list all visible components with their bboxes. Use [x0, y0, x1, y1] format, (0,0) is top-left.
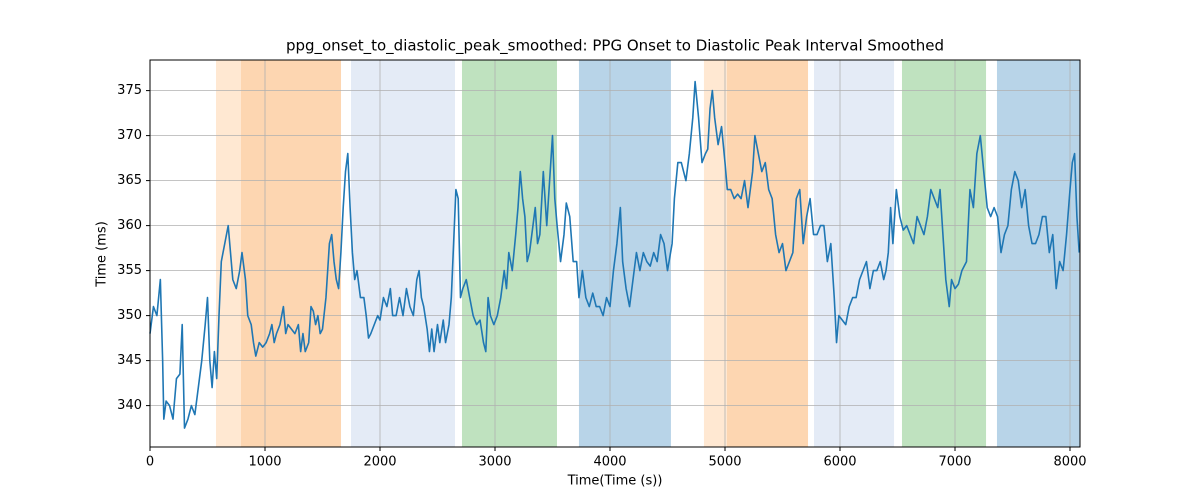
y-tick-label: 365: [117, 173, 142, 188]
x-axis-label: Time(Time (s)): [567, 474, 663, 489]
x-tick-label: 3000: [478, 455, 511, 470]
y-tick-label: 375: [117, 83, 142, 98]
shaded-span: [996, 60, 1080, 447]
shaded-span: [703, 60, 727, 447]
y-tick-label: 350: [117, 308, 142, 323]
x-tick-label: 0: [146, 455, 154, 470]
shaded-span: [351, 60, 455, 447]
y-axis-label: Time (ms): [95, 221, 110, 288]
x-tick-label: 8000: [1053, 455, 1086, 470]
y-tick-label: 360: [117, 218, 142, 233]
data-line: [149, 80, 1080, 429]
x-tick-label: 5000: [708, 455, 741, 470]
y-tick-label: 355: [117, 263, 142, 278]
x-tick-label: 1000: [248, 455, 281, 470]
plot-frame: [149, 59, 1081, 448]
chart-title: ppg_onset_to_diastolic_peak_smoothed: PP…: [286, 37, 944, 56]
shaded-span: [578, 60, 671, 447]
shaded-span: [726, 60, 809, 447]
y-tick-label: 345: [117, 353, 142, 368]
shaded-span: [240, 60, 342, 447]
x-tick-label: 2000: [363, 455, 396, 470]
x-tick-label: 7000: [938, 455, 971, 470]
x-tick-label: 4000: [593, 455, 626, 470]
shaded-span: [216, 60, 241, 447]
y-tick-label: 370: [117, 128, 142, 143]
y-tick-label: 340: [117, 398, 142, 413]
x-tick-label: 6000: [823, 455, 856, 470]
